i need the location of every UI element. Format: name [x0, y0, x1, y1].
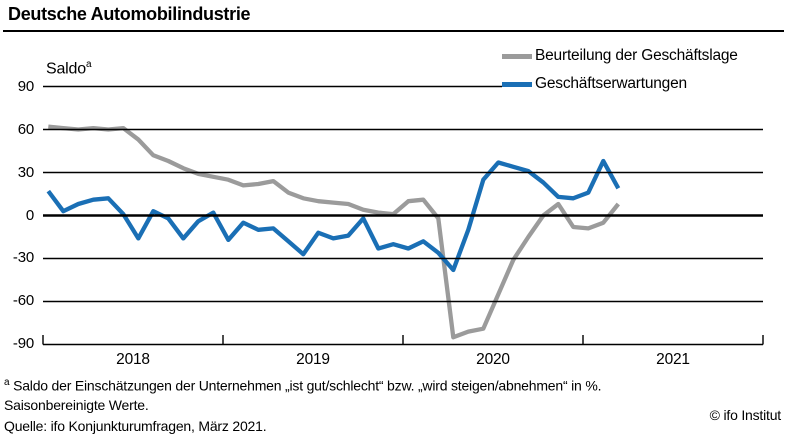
legend-swatch-line [502, 81, 532, 87]
erwartungen-line [46, 158, 621, 273]
footnote-1: a Saldo der Einschätzungen der Unternehm… [4, 377, 601, 394]
y-axis-tick-label: 60 [17, 120, 34, 138]
legend-item: Geschäftserwartungen [502, 70, 787, 98]
source-note: Quelle: ifo Konjunkturumfragen, März 202… [4, 418, 267, 434]
y-axis-tick-label: 0 [25, 206, 34, 224]
x-axis-tick-label: 2019 [296, 351, 330, 368]
y-axis-tick-label: -90 [12, 335, 34, 353]
x-axis-tick-label: 2020 [476, 351, 510, 368]
footnote-sup: a [4, 377, 10, 388]
legend-item: Beurteilung der Geschäftslage [502, 42, 787, 70]
y-axis-tick-label: -60 [12, 292, 34, 310]
lage-line [48, 124, 620, 340]
title-rule [3, 30, 784, 32]
x-axis-tick-label: 2021 [656, 351, 690, 368]
copyright-note: © ifo Institut [709, 407, 782, 423]
legend-label: Beurteilung der Geschäftslage [535, 47, 738, 64]
y-axis-tick-label: 90 [17, 77, 34, 95]
y-axis-tick-label: 30 [17, 163, 34, 181]
y-axis-title: Saldoa [46, 59, 92, 78]
legend: Beurteilung der Geschäftslage Geschäftser… [502, 36, 787, 98]
footnote-2: Saisonbereinigte Werte. [4, 397, 149, 413]
legend-label: Geschäftserwartungen [535, 75, 687, 92]
line-chart-svg [42, 85, 764, 346]
footnote-1-text: Saldo der Einschätzungen der Unternehmen… [9, 377, 602, 394]
x-axis-tick-label: 2018 [116, 351, 150, 368]
y-axis-title-sup: a [85, 59, 92, 70]
y-axis-title-text: Saldo [46, 60, 86, 78]
legend-swatch-line [502, 53, 532, 59]
y-axis-tick-label: -30 [12, 249, 34, 267]
page-title: Deutsche Automobilindustrie [8, 4, 251, 24]
